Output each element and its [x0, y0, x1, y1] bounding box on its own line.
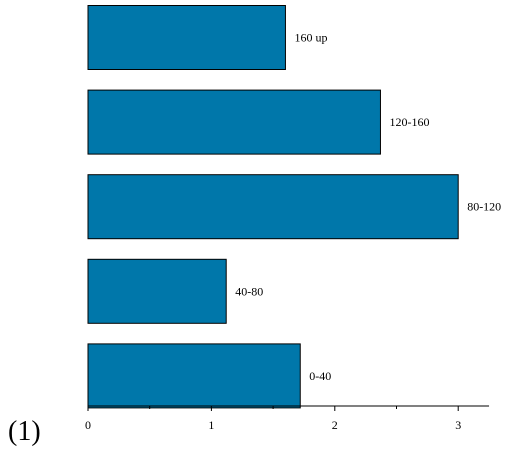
bar-160-up: [87, 5, 286, 70]
bar-40-80: [87, 258, 227, 324]
x-ticks-group: 0 1 2 3: [85, 406, 461, 432]
bar-label-160-up: 160 up: [294, 31, 327, 45]
x-tick-label-1: 1: [208, 418, 214, 432]
panel-label: (1): [8, 416, 41, 447]
bar-0-40: [87, 343, 301, 409]
bar-80-120: [87, 174, 459, 240]
bar-label-80-120: 80-120: [467, 200, 501, 214]
x-tick-label-0: 0: [85, 418, 91, 432]
bar-label-120-160: 120-160: [389, 115, 429, 129]
bar-120-160: [87, 89, 381, 155]
bars-group: 160 up 120-160 80-120 40-80 0-40: [87, 5, 501, 409]
x-tick-label-3: 3: [455, 418, 461, 432]
bar-label-0-40: 0-40: [309, 369, 331, 383]
x-tick-label-2: 2: [332, 418, 338, 432]
bar-label-40-80: 40-80: [235, 284, 263, 298]
